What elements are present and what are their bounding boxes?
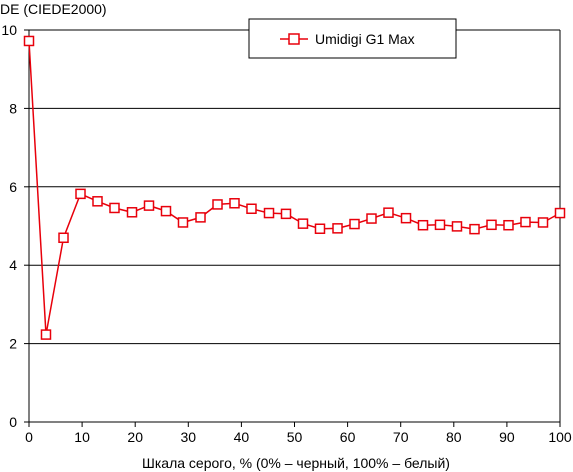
- data-point: [195, 212, 206, 223]
- x-tick-label: 0: [25, 429, 33, 445]
- data-point: [314, 223, 326, 234]
- x-tick-label: 20: [127, 429, 143, 445]
- y-axis-label: DE (CIEDE2000): [0, 1, 107, 17]
- y-tick-label: 2: [9, 336, 17, 352]
- x-tick-label: 30: [181, 429, 197, 445]
- data-point: [503, 219, 514, 231]
- data-point: [417, 219, 429, 231]
- data-point: [554, 207, 566, 219]
- axes: [24, 29, 561, 427]
- y-tick-label: 10: [1, 22, 17, 38]
- grid: [29, 29, 560, 345]
- x-tick-label: 10: [74, 429, 90, 445]
- data-point: [246, 203, 257, 215]
- x-tick-label: 70: [393, 429, 409, 445]
- x-tick-label: 40: [234, 429, 250, 445]
- y-tick-labels: 0 2 4 6 8 10: [1, 22, 17, 430]
- legend-label: Umidigi G1 Max: [315, 31, 415, 47]
- y-tick-label: 0: [9, 414, 17, 430]
- data-point: [143, 200, 155, 211]
- data-point: [177, 217, 189, 228]
- data-point: [469, 223, 480, 235]
- data-point: [434, 219, 446, 231]
- data-point: [366, 213, 377, 224]
- data-point: [349, 218, 360, 230]
- data-point: [451, 221, 463, 232]
- y-tick-label: 6: [9, 179, 17, 195]
- x-tick-labels: 0 10 20 30 40 50 60 70 80 90 100: [25, 429, 572, 445]
- series-0: [23, 35, 566, 340]
- data-point: [400, 212, 412, 224]
- data-point: [297, 218, 309, 229]
- y-tick-label: 8: [9, 100, 17, 116]
- data-point: [486, 219, 497, 231]
- x-tick-label: 80: [446, 429, 462, 445]
- legend-marker: [288, 33, 300, 45]
- data-point: [537, 217, 549, 228]
- data-point: [212, 199, 223, 210]
- data-point: [40, 329, 52, 340]
- x-tick-label: 100: [548, 429, 572, 445]
- data-point: [126, 207, 138, 218]
- x-axis-label: Шкала серого, % (0% – черный, 100% – бел…: [142, 455, 450, 471]
- data-point: [58, 232, 69, 244]
- data-point: [92, 196, 103, 207]
- data-point: [229, 198, 240, 209]
- x-tick-label: 90: [499, 429, 515, 445]
- x-tick-label: 60: [340, 429, 356, 445]
- data-point: [75, 188, 86, 200]
- data-point: [160, 205, 172, 217]
- x-tick-label: 50: [287, 429, 303, 445]
- data-point: [383, 207, 394, 218]
- data-point: [263, 207, 275, 219]
- series-line: [28, 40, 561, 335]
- legend: Umidigi G1 Max: [248, 18, 457, 59]
- data-point: [23, 35, 35, 47]
- data-point: [332, 223, 343, 234]
- data-point: [520, 216, 531, 228]
- data-point: [109, 202, 120, 214]
- data-point: [280, 208, 292, 220]
- y-tick-label: 4: [9, 257, 17, 273]
